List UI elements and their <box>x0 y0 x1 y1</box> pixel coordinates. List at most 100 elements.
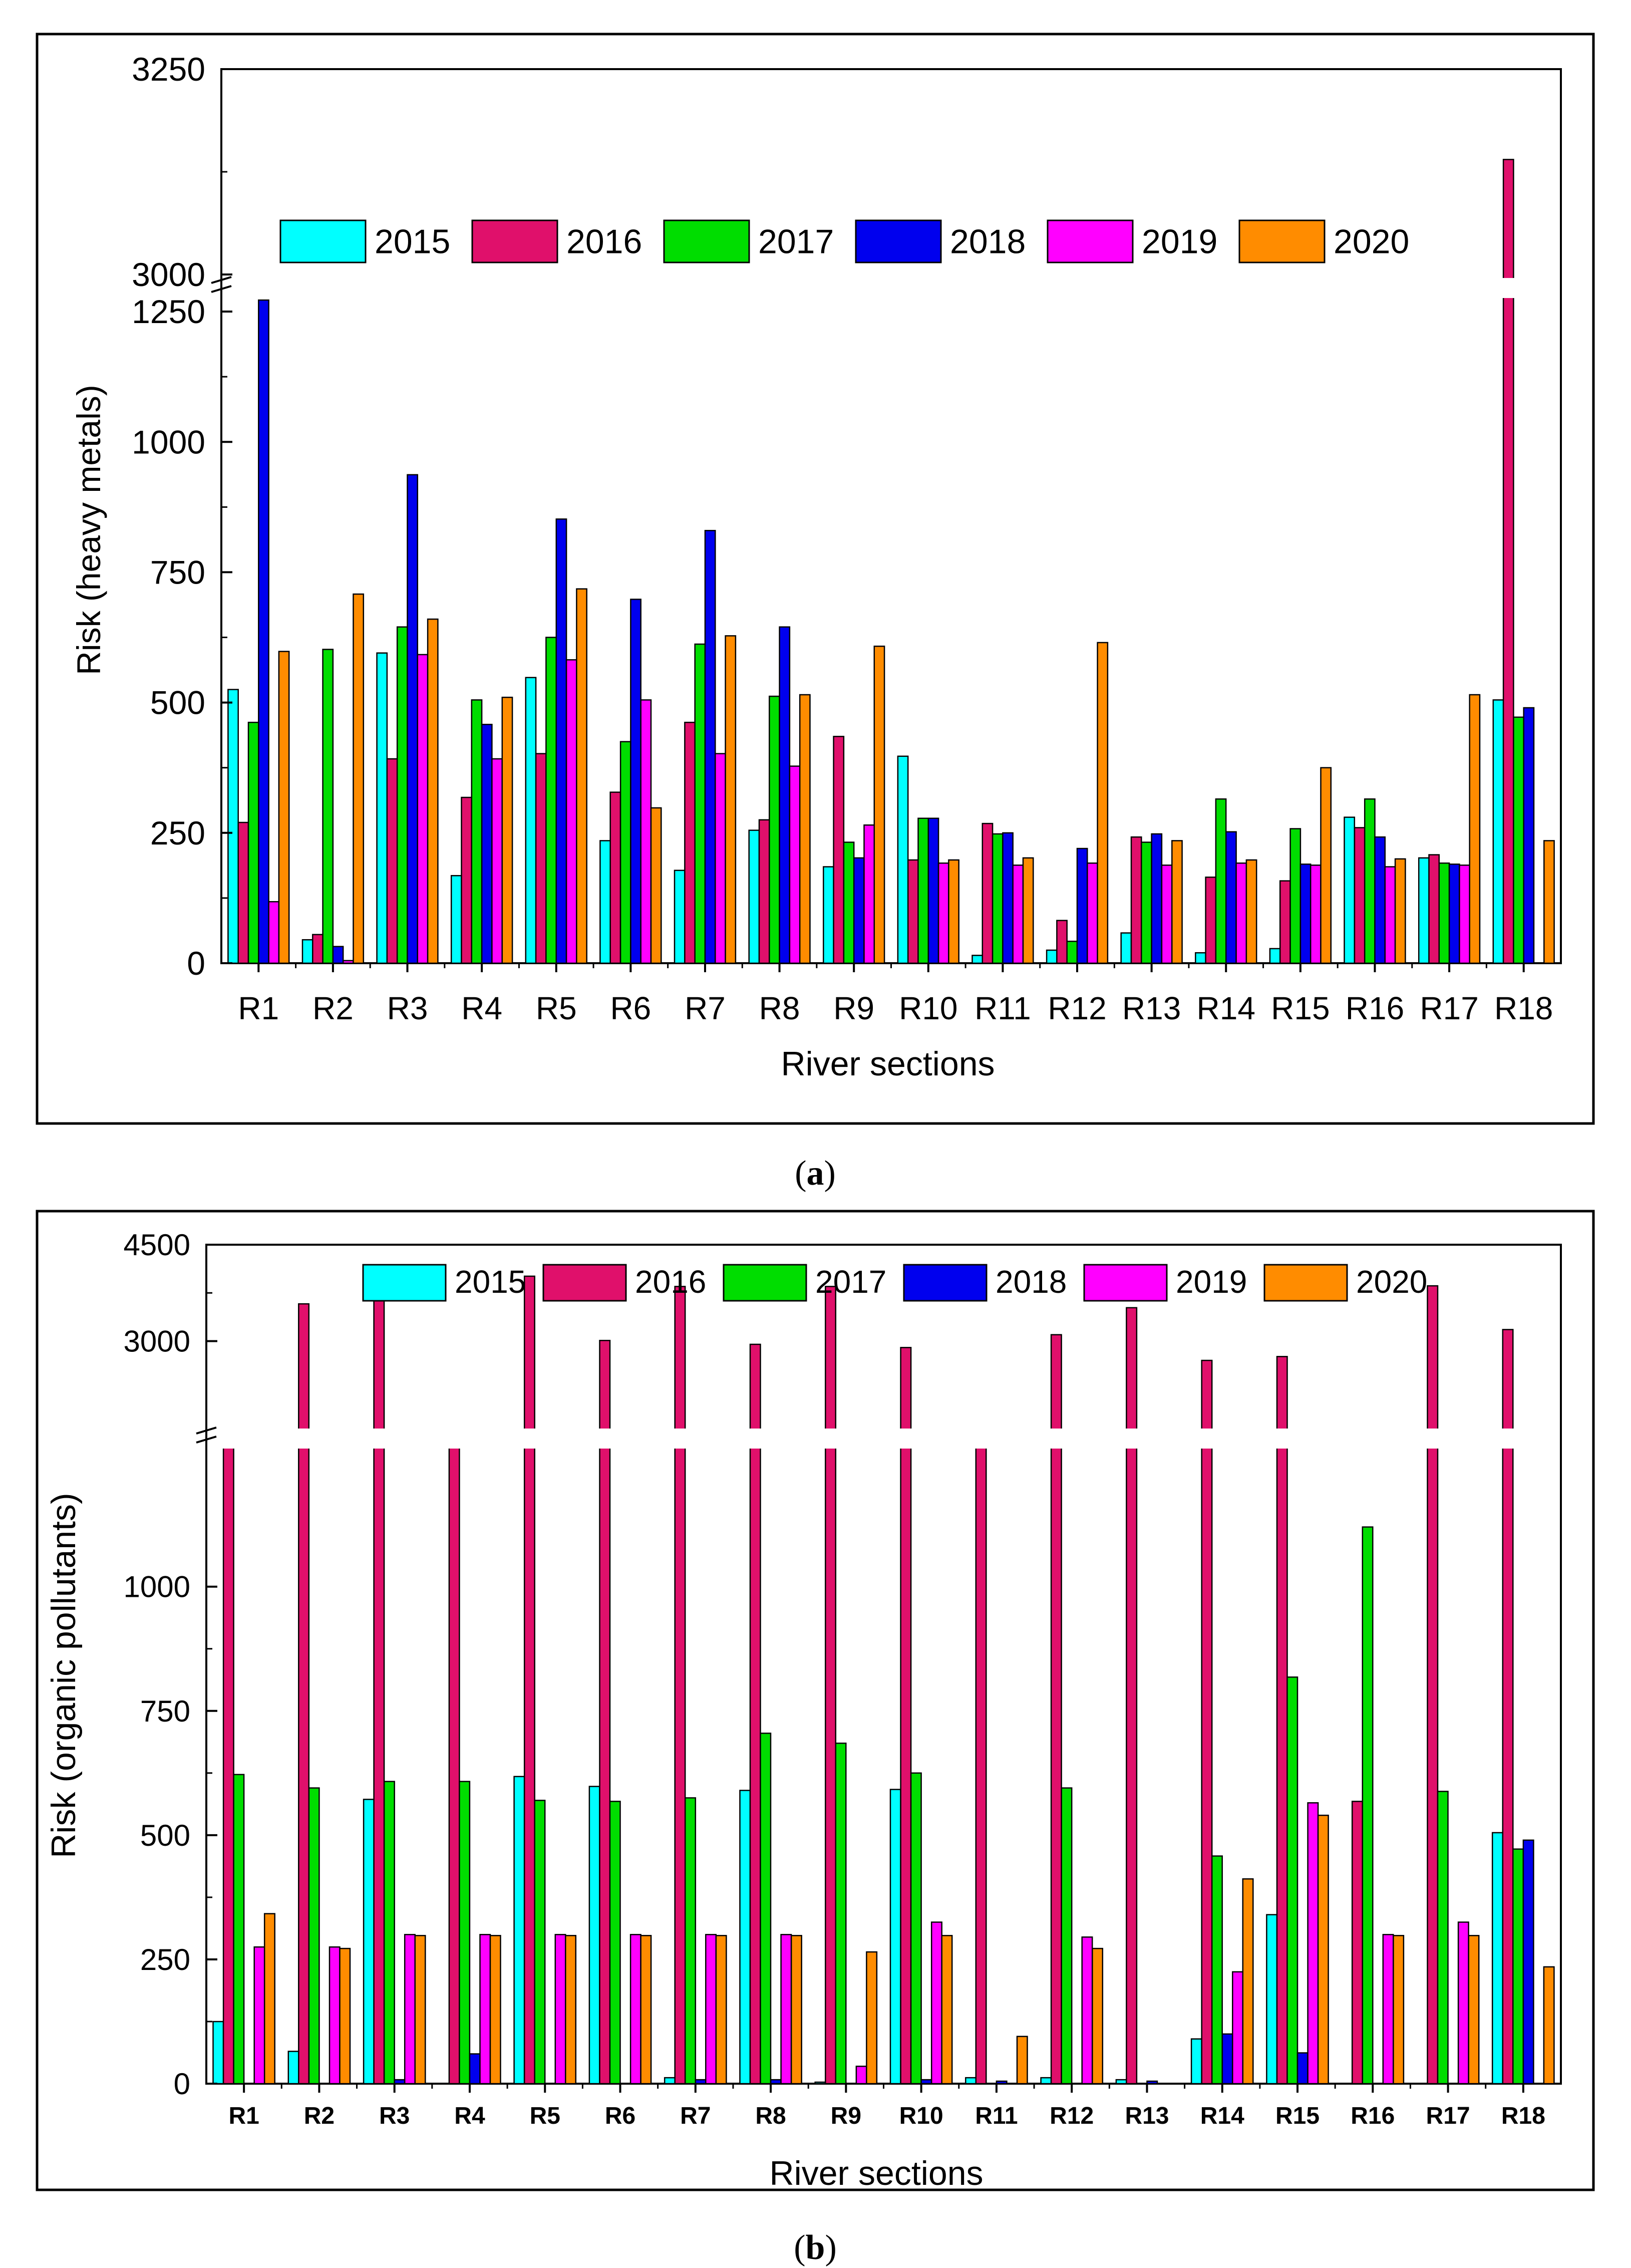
bar-R14-2017 <box>1215 798 1227 964</box>
bar-R11-2015 <box>971 955 984 964</box>
legend: 2015 2016 2017 2018 2019 2020 <box>362 1264 1427 1302</box>
bar-R18-2020 <box>1543 840 1555 964</box>
bar-R7-2016 <box>674 1286 686 2085</box>
panel-b-organic-pollutants: 0 250 500 750 1000 3000 4500 R1 R2 R3 R4 R5 R6 R7 R8 R9… <box>36 1210 1595 2267</box>
x-tick-label-R17: R17 <box>1426 2103 1470 2129</box>
legend: 2015 2016 2017 2018 2019 2020 <box>279 219 1409 263</box>
bar-R1-2018 <box>258 299 269 964</box>
bar-R8-2018 <box>770 2079 782 2085</box>
axis-break-band <box>222 278 1560 298</box>
bar-R4-2019 <box>491 758 503 964</box>
axis-break-mark <box>196 1436 217 1444</box>
legend-label-2020: 2020 <box>1334 223 1409 261</box>
bar-R12-2019 <box>1081 1936 1093 2085</box>
bar-R2-2015 <box>287 2051 299 2085</box>
legend-label-2016: 2016 <box>566 223 642 261</box>
x-tick-label-R18: R18 <box>1501 2103 1545 2129</box>
bar-R17-2018 <box>1448 864 1460 964</box>
bar-R7-2017 <box>694 643 706 964</box>
bar-R15-2019 <box>1310 865 1322 964</box>
legend-label-2020: 2020 <box>1356 1264 1427 1300</box>
x-tick-label-R2: R2 <box>304 2103 335 2129</box>
bar-R9-2017 <box>843 841 855 964</box>
bar-R11-2020 <box>1016 2036 1028 2085</box>
bar-R12-2015 <box>1040 2077 1052 2085</box>
x-tick-label-R9: R9 <box>833 990 874 1026</box>
bar-R18-2015 <box>1491 1832 1503 2085</box>
legend-swatch-2015 <box>279 219 367 263</box>
bar-R4-2015 <box>450 875 462 964</box>
bar-R17-2016 <box>1427 1285 1439 2085</box>
bar-R10-2015 <box>889 1789 901 2085</box>
x-tick-label-R13: R13 <box>1125 2103 1169 2129</box>
bar-R11-2016 <box>975 1437 987 2085</box>
y-tick-label: 1000 <box>132 423 205 460</box>
bar-R13-2016 <box>1126 1307 1138 2085</box>
bar-R7-2020 <box>715 1935 727 2085</box>
bar-R10-2017 <box>910 1772 922 2085</box>
bar-R7-2019 <box>705 1934 717 2085</box>
bar-R5-2016 <box>535 753 547 964</box>
bar-R11-2020 <box>1022 857 1034 964</box>
x-tick-label-R4: R4 <box>454 2103 485 2129</box>
bar-R3-2018 <box>407 474 419 964</box>
bar-R18-2016 <box>1502 1329 1514 2085</box>
bar-R2-2016 <box>312 934 323 964</box>
legend-label-2017: 2017 <box>815 1264 886 1300</box>
bar-R10-2019 <box>937 862 949 964</box>
bar-R3-2015 <box>363 1799 375 2085</box>
bar-R13-2018 <box>1151 833 1163 964</box>
axis-break-mark <box>211 276 232 284</box>
bar-R14-2019 <box>1235 862 1247 964</box>
bar-R6-2015 <box>599 840 611 964</box>
bar-R6-2017 <box>609 1801 621 2085</box>
bar-R18-2017 <box>1512 1848 1524 2085</box>
bar-R5-2019 <box>565 659 577 964</box>
legend-swatch-2020 <box>1263 1264 1348 1302</box>
panel-a-ylabel: Risk (heavy metals) <box>70 385 107 675</box>
bar-R4-2016 <box>448 1437 460 2085</box>
bar-R10-2020 <box>941 1935 953 2085</box>
bar-R7-2019 <box>715 753 726 964</box>
bar-R7-2017 <box>685 1797 697 2085</box>
bar-R1-2020 <box>278 651 290 964</box>
bar-R1-2016 <box>222 1437 234 2085</box>
bar-R2-2020 <box>353 593 365 964</box>
legend-swatch-2016 <box>542 1264 627 1302</box>
bar-R15-2016 <box>1279 880 1291 964</box>
bar-R17-2020 <box>1469 694 1481 964</box>
x-tick-label-R12: R12 <box>1048 990 1106 1026</box>
bar-R9-2020 <box>873 645 885 964</box>
legend-label-2019: 2019 <box>1142 223 1217 261</box>
bar-R14-2019 <box>1232 1971 1244 2085</box>
bar-R13-2018 <box>1146 2080 1158 2085</box>
bar-R5-2015 <box>513 1776 525 2085</box>
bar-R5-2020 <box>576 588 587 964</box>
panel-b-caption: (b) <box>794 2228 837 2267</box>
bar-R18-2018 <box>1523 707 1535 964</box>
bar-R11-2018 <box>996 2080 1008 2085</box>
bar-R14-2016 <box>1201 1359 1213 2085</box>
bar-R14-2020 <box>1245 859 1257 964</box>
bar-R5-2017 <box>534 1800 546 2085</box>
bar-R3-2020 <box>427 618 439 964</box>
bar-R15-2018 <box>1296 2052 1309 2085</box>
x-tick-label-R5: R5 <box>530 2103 560 2129</box>
panel-b-plot: 0 250 500 750 1000 3000 4500 R1 R2 R3 R4 R5 R6 R7 R8 R9… <box>124 1228 1562 2129</box>
bar-R12-2015 <box>1046 949 1058 964</box>
bar-R18-2016 <box>1502 159 1514 964</box>
x-tick-label-R10: R10 <box>899 2103 943 2129</box>
bar-R17-2019 <box>1457 1921 1469 2085</box>
legend-swatch-2019 <box>1047 219 1134 263</box>
x-tick-label-R3: R3 <box>387 990 428 1026</box>
bar-R3-2020 <box>414 1935 426 2085</box>
y-tick-label: 750 <box>150 554 205 591</box>
bar-R17-2017 <box>1437 1791 1449 2085</box>
bar-R1-2017 <box>247 721 259 964</box>
bar-R10-2018 <box>927 817 939 964</box>
bar-R7-2015 <box>674 870 686 964</box>
bar-R7-2018 <box>704 529 716 964</box>
bar-R5-2016 <box>523 1275 535 2085</box>
